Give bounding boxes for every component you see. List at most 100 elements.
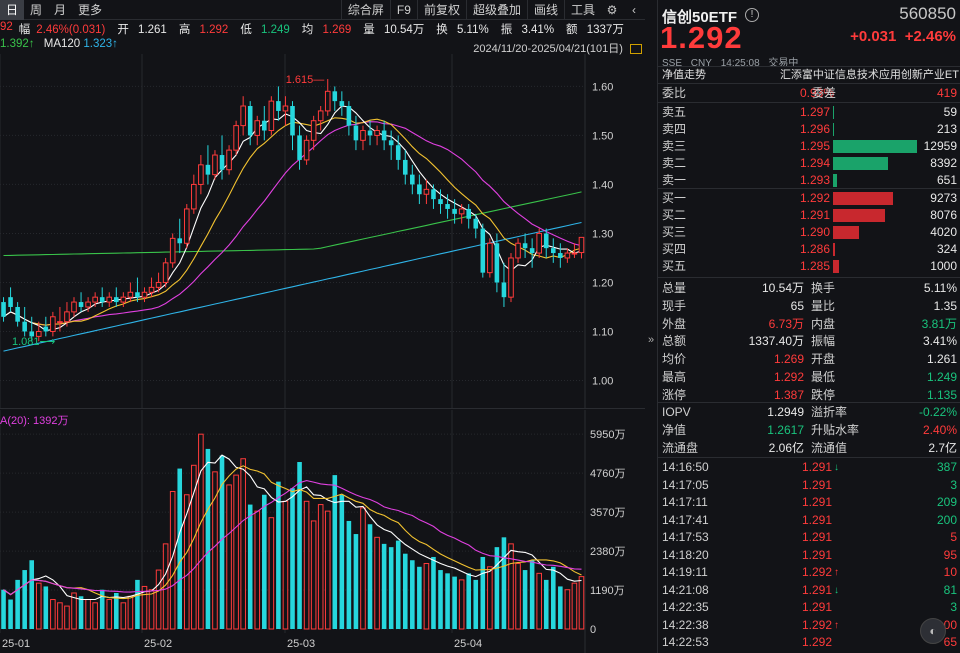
volume-bar bbox=[169, 490, 176, 630]
candle-body bbox=[324, 90, 331, 112]
collapse-icon[interactable]: ‹ bbox=[632, 3, 636, 17]
candle-body bbox=[148, 286, 155, 293]
tick-row[interactable]: 14:17:41 1.291 200 bbox=[658, 512, 960, 529]
tick-row[interactable]: 14:22:38 1.292 ↑ 100 bbox=[658, 617, 960, 634]
assistant-icon[interactable]: ◐ bbox=[920, 618, 946, 644]
volume-bar bbox=[494, 547, 500, 629]
stats-key: 均价 bbox=[662, 352, 687, 367]
candle-body bbox=[360, 130, 366, 141]
candle-body bbox=[522, 243, 528, 249]
asks-level-label: 卖三 bbox=[662, 139, 687, 153]
tick-row[interactable]: 14:19:11 1.292 ↑ 10 bbox=[658, 564, 960, 581]
bids-row[interactable]: 买三 1.290 4020 bbox=[658, 224, 960, 241]
amount-label: 额 1337万 bbox=[566, 21, 630, 38]
volume-bar bbox=[381, 543, 387, 629]
tick-row[interactable]: 14:17:53 1.291 5 bbox=[658, 529, 960, 546]
tick-row[interactable]: 14:16:50 1.291 ↓ 387 bbox=[658, 459, 960, 476]
super-overlay-button[interactable]: 超级叠加 bbox=[465, 0, 527, 20]
candle-body bbox=[317, 110, 324, 122]
candle-body bbox=[155, 281, 162, 288]
volume-bar bbox=[550, 566, 556, 629]
period-week-button[interactable]: 周 bbox=[30, 2, 43, 17]
candle-body bbox=[346, 106, 352, 126]
candle-body bbox=[339, 101, 345, 107]
tick-time: 14:17:11 bbox=[662, 495, 708, 509]
stats-key: 最高 bbox=[662, 370, 687, 384]
export-icon[interactable] bbox=[630, 44, 642, 55]
volume-bar bbox=[282, 500, 289, 630]
collapse-panel-icon[interactable]: » bbox=[647, 334, 655, 346]
asks-row[interactable]: 卖一 1.293 651 bbox=[658, 172, 960, 189]
bids-row[interactable]: 买一 1.292 9273 bbox=[658, 190, 960, 207]
tick-time: 14:19:11 bbox=[662, 565, 708, 579]
ma20-line bbox=[3, 121, 582, 326]
period-day-button[interactable]: 日 bbox=[0, 0, 25, 20]
settings-icon[interactable]: ⚙ bbox=[606, 3, 618, 17]
f9-button[interactable]: F9 bbox=[389, 0, 417, 20]
tick-price: 1.291 bbox=[801, 547, 832, 562]
nav-trend-tab[interactable]: 净值走势 bbox=[662, 69, 706, 81]
candle-body bbox=[127, 291, 134, 298]
candlestick-chart[interactable]: 1.60 1.50 1.40 1.30 1.20 1.10 1.00 1.615— 1.081⟶ bbox=[0, 54, 645, 408]
volume-bar bbox=[317, 504, 324, 630]
tick-row[interactable]: 14:17:11 1.291 209 bbox=[658, 494, 960, 511]
candle-body bbox=[536, 232, 542, 254]
draw-line-button[interactable]: 画线 bbox=[526, 0, 564, 20]
quote-panel: 信创50ETF ! 560850 1.292 +0.031 +2.46% SSE… bbox=[657, 0, 960, 653]
tick-row[interactable]: 14:22:35 1.291 3 bbox=[658, 599, 960, 616]
candle-body bbox=[508, 257, 514, 298]
candle-body bbox=[458, 208, 465, 215]
tick-row[interactable]: 14:17:05 1.291 3 bbox=[658, 477, 960, 494]
stats-row: 总额 1337.40万 振幅 3.41% bbox=[658, 333, 960, 350]
candle-body bbox=[141, 291, 148, 298]
asks-row[interactable]: 卖五 1.297 59 bbox=[658, 104, 960, 121]
info-icon[interactable]: ! bbox=[745, 8, 759, 22]
separator bbox=[658, 277, 960, 278]
tick-row[interactable]: 14:22:53 1.292 65 bbox=[658, 634, 960, 651]
asks-row[interactable]: 卖四 1.296 213 bbox=[658, 121, 960, 138]
period-month-button[interactable]: 月 bbox=[54, 2, 67, 17]
avg-value: 1.269 bbox=[322, 24, 352, 36]
volume-bar bbox=[135, 579, 140, 629]
stats-key: 外盘 bbox=[662, 316, 687, 331]
forward-adjust-button[interactable]: 前复权 bbox=[416, 0, 466, 20]
volume-bar bbox=[438, 570, 443, 629]
asks-row[interactable]: 卖二 1.294 8392 bbox=[658, 155, 960, 172]
order-ratio-value: 0.93% bbox=[799, 86, 834, 100]
candle-body bbox=[431, 189, 436, 200]
stats-row: 外盘 6.73万 内盘 3.81万 bbox=[658, 316, 960, 333]
candle-body bbox=[22, 321, 27, 332]
volume-bar bbox=[226, 484, 232, 630]
volume-bar bbox=[50, 599, 56, 630]
bids-volume-bar bbox=[833, 192, 894, 205]
bids-row[interactable]: 买四 1.286 324 bbox=[658, 241, 960, 258]
asks-volume-bar bbox=[833, 174, 838, 187]
candle-body bbox=[487, 242, 493, 274]
candle-body bbox=[254, 120, 261, 136]
bids-row[interactable]: 买五 1.285 1000 bbox=[658, 258, 960, 275]
candle-body bbox=[494, 243, 500, 283]
tick-row[interactable]: 14:18:20 1.291 95 bbox=[658, 547, 960, 564]
candle-body bbox=[571, 252, 578, 255]
stats-key: 跌停 bbox=[811, 387, 836, 402]
volume-bar bbox=[43, 586, 49, 629]
volume-bar bbox=[466, 573, 471, 629]
iopv_stats-row: 流通盘 2.06亿 流通值 2.7亿 bbox=[658, 440, 960, 457]
volume-bar bbox=[254, 510, 261, 630]
asks-price: 1.294 bbox=[799, 156, 830, 170]
bids-row[interactable]: 买二 1.291 8076 bbox=[658, 207, 960, 224]
last-price: 1.292 bbox=[660, 20, 743, 55]
candle-body bbox=[452, 208, 457, 214]
tick-row[interactable]: 14:21:08 1.291 ↓ 81 bbox=[658, 582, 960, 599]
tools-button[interactable]: 工具 bbox=[563, 0, 601, 20]
volume-bar bbox=[276, 481, 281, 629]
asks-row[interactable]: 卖三 1.295 12959 bbox=[658, 138, 960, 155]
more-periods-button[interactable]: 更多 bbox=[78, 2, 103, 17]
volume-bar bbox=[212, 471, 218, 630]
nav-tab[interactable]: 净值走势 汇添富中证信息技术应用创新产业ET bbox=[658, 66, 960, 84]
volume-chart[interactable]: 5950万 4760万 3570万 2380万 1190万 0 25-01 25-02 25-0… bbox=[0, 410, 645, 653]
composite-screen-button[interactable]: 综合屏 bbox=[340, 0, 390, 20]
avg-key: 均 bbox=[301, 24, 314, 36]
candle-body bbox=[78, 302, 84, 307]
